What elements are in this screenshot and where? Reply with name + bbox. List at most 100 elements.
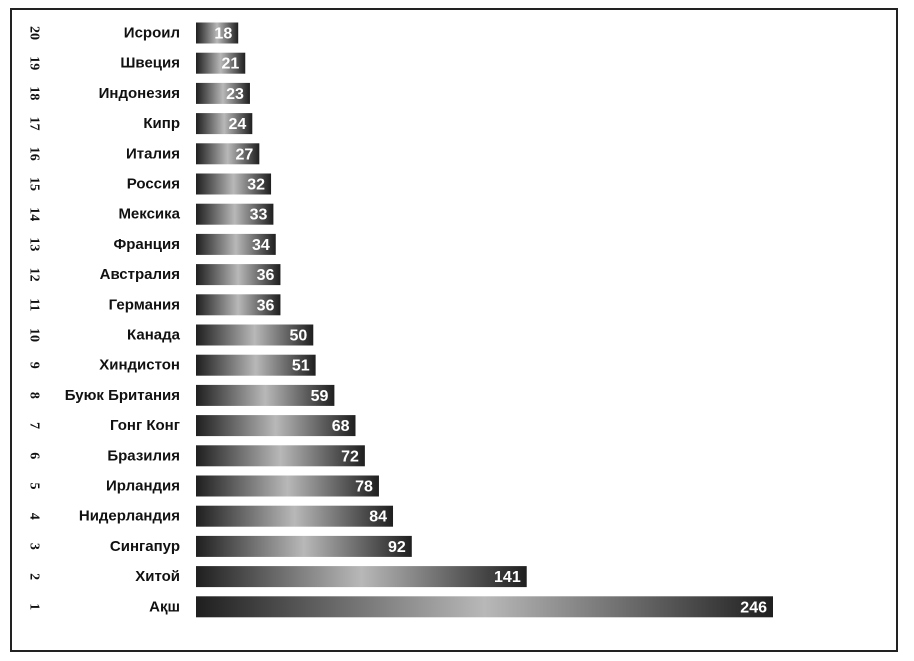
category-label: Ақш xyxy=(149,598,180,615)
category-label: Кипр xyxy=(143,115,180,132)
bar xyxy=(196,143,260,165)
bar-row: 18 Индонезия 23 xyxy=(27,82,250,104)
data-label: 51 xyxy=(292,358,310,375)
bar-row: 12 Австралия 36 xyxy=(27,264,281,286)
data-label: 141 xyxy=(494,569,521,586)
bar xyxy=(196,203,274,225)
bar-row: 15 Россия 32 xyxy=(27,173,272,195)
bar-row: 6 Бразилия 72 xyxy=(27,445,365,467)
bar xyxy=(196,264,281,286)
data-label: 24 xyxy=(228,116,246,133)
bar-row: 14 Мексика 33 xyxy=(27,203,274,225)
category-label: Гонг Конг xyxy=(110,417,180,434)
bar xyxy=(196,22,239,44)
bar xyxy=(196,233,276,255)
category-label: Исроил xyxy=(124,25,180,42)
category-label: Мексика xyxy=(118,206,180,223)
rank-label: 18 xyxy=(27,86,42,100)
category-label: Германия xyxy=(109,296,180,313)
category-label: Хитой xyxy=(135,568,180,585)
bar xyxy=(196,415,356,437)
bar xyxy=(196,354,316,376)
rank-label: 7 xyxy=(27,422,42,429)
data-label: 246 xyxy=(740,599,767,616)
category-label: Индонезия xyxy=(99,85,180,102)
category-label: Канада xyxy=(127,327,181,344)
category-label: Франция xyxy=(113,236,180,253)
rank-label: 6 xyxy=(27,452,42,459)
data-label: 23 xyxy=(226,86,244,103)
rank-label: 14 xyxy=(27,207,42,221)
data-label: 68 xyxy=(332,418,350,435)
bar xyxy=(196,384,335,406)
bar xyxy=(196,566,527,588)
rank-label: 8 xyxy=(27,392,42,399)
category-label: Сингапур xyxy=(110,538,180,555)
category-label: Бразилия xyxy=(107,447,180,464)
bar xyxy=(196,294,281,316)
bar-row: 17 Кипр 24 xyxy=(27,113,253,135)
category-label: Россия xyxy=(127,176,180,193)
category-label: Австралия xyxy=(100,266,180,283)
bar-row: 19 Швеция 21 xyxy=(27,52,246,74)
category-label: Италия xyxy=(126,145,180,162)
bar-row: 2 Хитой 141 xyxy=(27,566,527,588)
rank-label: 2 xyxy=(27,573,42,580)
data-label: 32 xyxy=(247,177,265,194)
category-label: Ирландия xyxy=(106,478,180,495)
rank-label: 16 xyxy=(27,147,42,161)
rank-label: 5 xyxy=(27,483,42,490)
data-label: 72 xyxy=(341,448,359,465)
bar xyxy=(196,324,314,346)
bar xyxy=(196,596,773,618)
rank-label: 13 xyxy=(27,237,42,251)
data-label: 27 xyxy=(236,146,254,163)
bar-row: 4 Нидерландия 84 xyxy=(27,505,394,527)
category-label: Нидерландия xyxy=(79,508,180,525)
bar xyxy=(196,445,365,467)
rank-label: 19 xyxy=(27,56,42,70)
data-label: 78 xyxy=(355,479,373,496)
category-label: Швеция xyxy=(120,55,180,72)
rank-label: 20 xyxy=(27,26,42,40)
rank-label: 1 xyxy=(27,603,42,610)
data-label: 21 xyxy=(221,56,239,73)
bar-row: 13 Франция 34 xyxy=(27,233,276,255)
chart-frame xyxy=(10,8,898,652)
rank-label: 3 xyxy=(27,543,42,550)
rank-label: 12 xyxy=(27,268,42,282)
bar-row: 11 Германия 36 xyxy=(27,294,281,316)
rank-label: 17 xyxy=(27,117,42,131)
bar-row: 9 Хиндистон 51 xyxy=(27,354,316,376)
data-label: 18 xyxy=(214,26,232,43)
rank-label: 11 xyxy=(27,298,42,311)
data-label: 36 xyxy=(257,267,275,284)
bar xyxy=(196,113,253,135)
data-label: 33 xyxy=(250,207,268,224)
category-label: Буюк Британия xyxy=(65,387,180,404)
bar xyxy=(196,475,379,497)
bar-row: 7 Гонг Конг 68 xyxy=(27,415,356,437)
bar-row: 5 Ирландия 78 xyxy=(27,475,379,497)
data-label: 59 xyxy=(311,388,329,405)
category-label: Хиндистон xyxy=(99,357,180,374)
rank-label: 15 xyxy=(27,177,42,191)
bar xyxy=(196,505,394,527)
bar-row: 3 Сингапур 92 xyxy=(27,535,412,557)
rank-label: 9 xyxy=(27,362,42,369)
rank-label: 4 xyxy=(27,513,42,520)
data-label: 34 xyxy=(252,237,270,254)
data-label: 84 xyxy=(369,509,387,526)
bar xyxy=(196,52,246,74)
bar-row: 16 Италия 27 xyxy=(27,143,260,165)
bar xyxy=(196,82,250,104)
data-label: 92 xyxy=(388,539,406,556)
data-label: 36 xyxy=(257,297,275,314)
bar-row: 20 Исроил 18 xyxy=(27,22,239,44)
rank-label: 10 xyxy=(27,328,42,342)
data-label: 50 xyxy=(289,328,307,345)
bar xyxy=(196,535,412,557)
bar-row: 10 Канада 50 xyxy=(27,324,314,346)
